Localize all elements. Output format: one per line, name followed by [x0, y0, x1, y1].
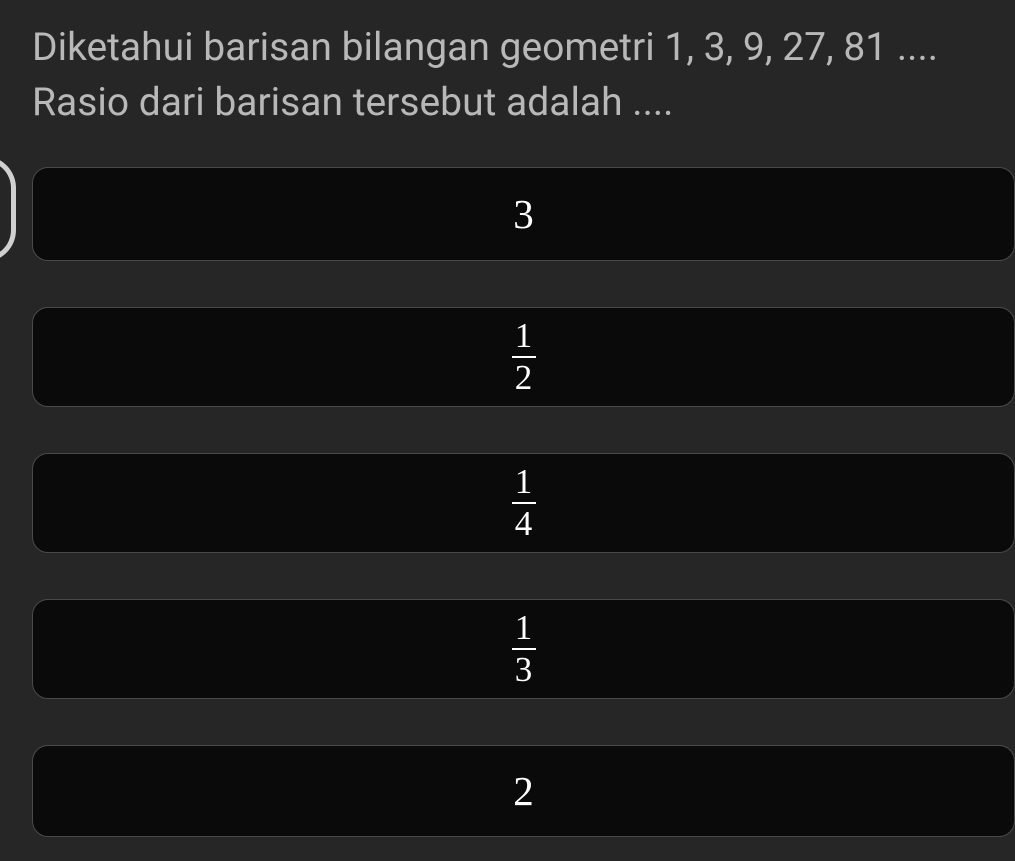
fraction-numerator: 1 — [515, 610, 533, 647]
option-value-integer: 3 — [513, 190, 534, 238]
option-value-fraction: 1 3 — [512, 610, 536, 689]
fraction-denominator: 4 — [515, 506, 533, 543]
fraction-numerator: 1 — [515, 318, 533, 355]
question-text: Diketahui barisan bilangan geometri 1, 3… — [0, 0, 1015, 129]
answer-option-3[interactable]: 1 3 — [32, 599, 1015, 699]
question-line-2: Rasio dari barisan tersebut adalah .... — [32, 79, 673, 125]
answer-option-2[interactable]: 1 4 — [32, 453, 1015, 553]
fraction-numerator: 1 — [515, 464, 533, 501]
answer-option-4[interactable]: 2 — [32, 745, 1015, 837]
options-container: 3 1 2 1 4 1 3 2 — [0, 129, 1015, 837]
option-value-fraction: 1 2 — [512, 318, 536, 397]
option-value-fraction: 1 4 — [512, 464, 536, 543]
answer-option-0[interactable]: 3 — [32, 167, 1015, 261]
fraction-denominator: 2 — [515, 360, 533, 397]
fraction-denominator: 3 — [515, 652, 533, 689]
question-line-1: Diketahui barisan bilangan geometri 1, 3… — [32, 24, 938, 70]
option-value-integer: 2 — [513, 767, 534, 815]
answer-option-1[interactable]: 1 2 — [32, 307, 1015, 407]
